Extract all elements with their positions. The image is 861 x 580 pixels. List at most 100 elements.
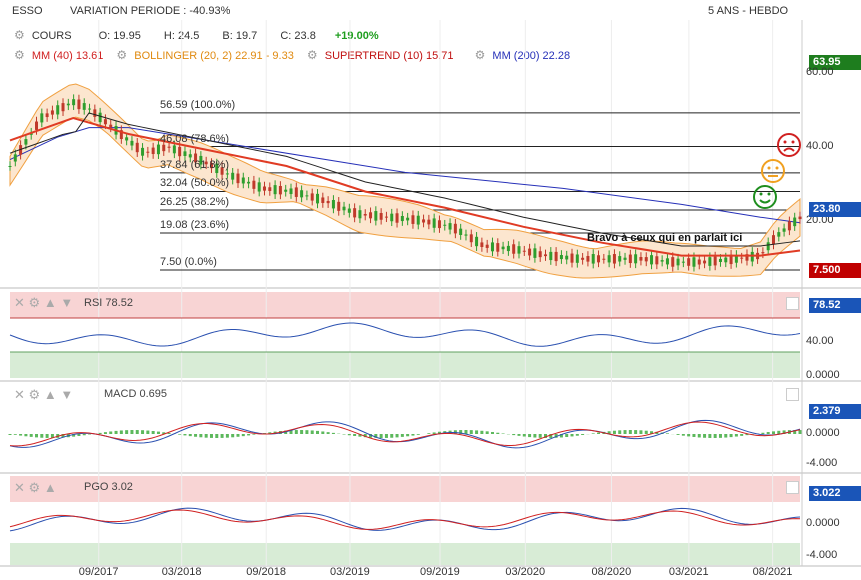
macd-histogram-bar [676, 434, 680, 435]
close-icon[interactable]: ✕ [14, 480, 25, 495]
candle [35, 121, 39, 130]
cours-row: ⚙ COURS O: 19.95 H: 24.5 B: 19.7 C: 23.8… [14, 28, 379, 42]
arrow-down-icon[interactable]: ▼ [60, 295, 74, 310]
candle [676, 258, 680, 266]
candle [236, 173, 240, 184]
macd-histogram-bar [13, 434, 17, 435]
gear-icon[interactable]: ⚙ [28, 480, 41, 495]
macd-histogram-bar [740, 434, 744, 436]
candle [225, 173, 229, 175]
candle [66, 103, 70, 106]
arrow-down-icon[interactable]: ▼ [60, 387, 74, 402]
candle [247, 181, 251, 184]
macd-controls: ✕ ⚙ ▲ ▼ [14, 387, 73, 403]
arrow-up-icon[interactable]: ▲ [43, 295, 57, 310]
arrow-up-icon[interactable]: ▲ [43, 480, 57, 495]
gear-icon[interactable]: ⚙ [14, 28, 25, 42]
macd-histogram-bar [708, 434, 712, 438]
arrow-up-icon[interactable]: ▲ [43, 387, 57, 402]
candle [453, 223, 457, 234]
macd-tick: -4.000 [806, 457, 838, 469]
candle [787, 221, 791, 231]
candle [316, 193, 320, 204]
macd-histogram-bar [225, 434, 229, 438]
x-axis-tick: 09/2019 [420, 566, 460, 578]
macd-histogram-bar [215, 434, 219, 438]
period-selector[interactable]: 5 ANS - HEBDO [708, 5, 789, 17]
candle [724, 257, 728, 263]
candle [93, 109, 97, 117]
macd-histogram-bar [522, 434, 526, 437]
macd-histogram-bar [209, 434, 213, 438]
low-value: B: 19.7 [222, 30, 258, 42]
macd-histogram-bar [549, 434, 553, 438]
candle [231, 172, 235, 180]
candle [45, 113, 49, 118]
rsi-checkbox[interactable] [786, 297, 799, 310]
candle [331, 199, 335, 209]
gear-icon[interactable]: ⚙ [14, 48, 25, 62]
candle [681, 261, 685, 263]
fibonacci-label: 19.08 (23.6%) [160, 218, 230, 231]
happy-face-icon-eye [767, 192, 771, 196]
macd-histogram-bar [77, 434, 81, 437]
macd-histogram-bar [655, 431, 659, 434]
last-price-badge: 23.80 [809, 202, 861, 217]
macd-histogram-bar [607, 431, 611, 434]
gear-icon[interactable]: ⚙ [28, 387, 41, 402]
candle [697, 259, 701, 265]
candle [353, 208, 357, 218]
candle [257, 182, 261, 192]
macd-histogram-bar [766, 432, 770, 434]
macd-signal-line [9, 421, 801, 447]
candle [103, 119, 107, 125]
macd-histogram-bar [681, 434, 685, 436]
close-icon[interactable]: ✕ [14, 295, 25, 310]
macd-histogram-bar [612, 430, 616, 434]
macd-checkbox[interactable] [786, 388, 799, 401]
macd-histogram-bar [703, 434, 707, 438]
macd-line [9, 419, 801, 449]
pgo-checkbox[interactable] [786, 481, 799, 494]
candle [655, 256, 659, 265]
macd-histogram-bar [459, 430, 463, 434]
candle [559, 254, 563, 260]
macd-histogram-bar [554, 434, 558, 438]
candle [183, 151, 187, 156]
candle [384, 216, 388, 218]
macd-histogram-bar [82, 434, 86, 436]
macd-histogram-bar [724, 434, 728, 438]
macd-histogram-bar [734, 434, 738, 437]
candle [109, 124, 113, 128]
x-axis-tick: 08/2020 [591, 566, 632, 578]
candle [337, 201, 341, 211]
gear-icon[interactable]: ⚙ [116, 48, 128, 62]
candle [506, 245, 510, 252]
candle [151, 147, 155, 155]
price-tick: 40.00 [806, 140, 834, 152]
macd-histogram-bar [300, 430, 304, 434]
macd-histogram-bar [220, 434, 224, 438]
macd-histogram-bar [634, 430, 638, 434]
macd-histogram-bar [135, 430, 139, 434]
close-icon[interactable]: ✕ [14, 387, 25, 402]
candle [750, 251, 754, 262]
pgo-signal-line [9, 509, 801, 530]
candle [284, 189, 288, 192]
macd-histogram-bar [8, 434, 12, 435]
macd-histogram-bar [628, 430, 632, 434]
macd-histogram-bar [268, 432, 272, 434]
candle [634, 254, 638, 264]
gear-icon[interactable]: ⚙ [28, 295, 41, 310]
macd-histogram-bar [485, 431, 489, 434]
macd-histogram-bar [156, 431, 160, 434]
macd-histogram-bar [178, 434, 182, 435]
candle [480, 242, 484, 247]
macd-histogram-bar [591, 433, 595, 434]
candle [597, 255, 601, 263]
candle [135, 142, 139, 153]
candle [305, 195, 309, 197]
gear-icon[interactable]: ⚙ [306, 48, 318, 62]
gear-icon[interactable]: ⚙ [474, 48, 486, 62]
